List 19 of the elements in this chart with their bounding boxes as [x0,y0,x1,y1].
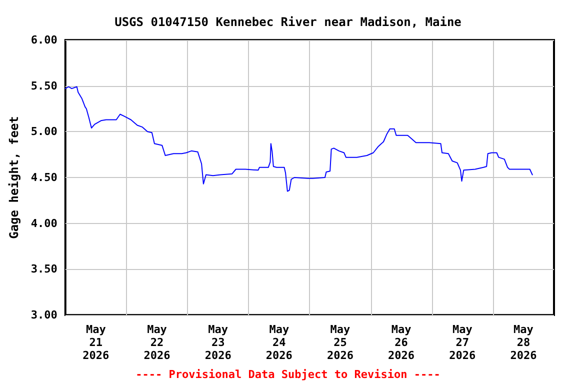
y-axis-title: Gage height, feet [7,116,21,239]
y-tick-label: 3.00 [30,308,58,322]
line-series [64,86,533,192]
x-tick-label: May 28 2026 [510,323,538,362]
y-tick-label: 4.50 [30,171,58,184]
text: ---- Provisional Data Subject to Revision ---- [136,368,440,381]
y-tick-label: 5.00 [30,125,58,138]
x-tick-label: May 27 2026 [449,323,476,362]
y-tick-label: 4.00 [30,216,58,230]
x-tick-label: May 26 2026 [388,323,415,362]
x-tick-label: May 21 2026 [82,323,110,362]
x-tick-label: May 23 2026 [204,323,232,362]
chart-title: USGS 01047150 Kennebec River near Madison, Maine [114,15,462,29]
y-tick-label: 6.00 [30,34,58,46]
x-tick-label: May 25 2026 [326,323,354,362]
x-tick-label: May 22 2026 [144,323,171,362]
y-tick-label: 3.50 [30,262,58,276]
y-tick-label: 5.50 [30,79,58,92]
x-tick-label: May 24 2026 [266,323,293,362]
